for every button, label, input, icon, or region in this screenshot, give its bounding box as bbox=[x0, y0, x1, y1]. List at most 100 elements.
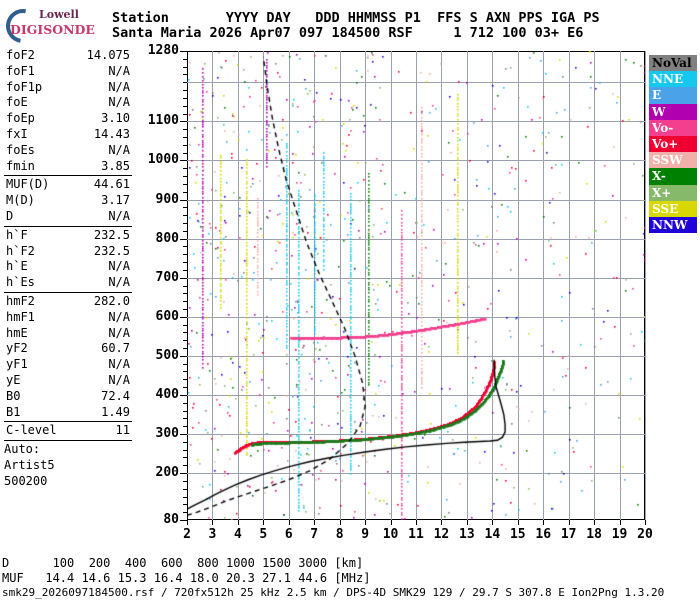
row-distance: D 100 200 400 600 800 1000 1500 3000 [km… bbox=[2, 556, 364, 570]
param-value: 44.61 bbox=[93, 177, 130, 192]
param-name: h`F bbox=[6, 227, 28, 242]
y-tick-label: 80 bbox=[163, 512, 179, 527]
param-value: N/A bbox=[108, 208, 130, 223]
param-row: yF1 N/A bbox=[2, 357, 134, 373]
param-value: 11 bbox=[115, 423, 130, 438]
x-tick bbox=[365, 520, 366, 525]
y-tick-minor bbox=[183, 262, 187, 264]
x-tick bbox=[569, 520, 570, 525]
param-row: hmF1 N/A bbox=[2, 310, 134, 326]
legend-item-vo-[interactable]: Vo- bbox=[649, 119, 697, 136]
y-tick-major bbox=[180, 277, 187, 279]
y-tick-label: 500 bbox=[155, 347, 179, 363]
y-tick-minor bbox=[183, 379, 187, 381]
x-tick-label: 17 bbox=[560, 527, 577, 542]
legend-item-w[interactable]: W bbox=[649, 103, 697, 120]
x-tick-label: 5 bbox=[259, 527, 268, 542]
x-tick-label: 15 bbox=[509, 527, 526, 542]
legend-item-sse[interactable]: SSE bbox=[649, 200, 697, 217]
legend-item-noval[interactable]: NoVal bbox=[649, 55, 697, 72]
param-value: N/A bbox=[108, 259, 130, 274]
y-tick-label: 600 bbox=[155, 308, 179, 324]
param-row: C-level 11 bbox=[2, 423, 134, 439]
y-tick-minor bbox=[183, 488, 187, 490]
param-name: foF1p bbox=[6, 79, 43, 94]
param-row: yE N/A bbox=[2, 373, 134, 389]
y-tick-minor bbox=[183, 230, 187, 232]
x-tick bbox=[416, 520, 417, 525]
ionogram-plot[interactable] bbox=[187, 51, 646, 520]
divider-3 bbox=[4, 291, 132, 293]
y-tick-minor bbox=[183, 82, 187, 84]
param-row: hmE N/A bbox=[2, 326, 134, 342]
param-value: N/A bbox=[108, 325, 130, 340]
param-row: h`Es N/A bbox=[2, 275, 134, 291]
param-name: foF1 bbox=[6, 63, 35, 78]
y-tick-minor bbox=[183, 371, 187, 373]
y-tick-major bbox=[180, 394, 187, 396]
y-tick-label: 700 bbox=[155, 269, 179, 285]
x-tick-label: 16 bbox=[535, 527, 552, 542]
y-tick-minor bbox=[183, 269, 187, 271]
y-tick-major bbox=[180, 160, 187, 162]
param-row: foEs N/A bbox=[2, 143, 134, 159]
param-value: N/A bbox=[108, 95, 130, 110]
x-tick bbox=[441, 520, 442, 525]
x-tick-label: 14 bbox=[484, 527, 501, 542]
legend-item-nnw[interactable]: NNW bbox=[649, 216, 697, 234]
param-name: fxI bbox=[6, 126, 28, 141]
param-name: fmin bbox=[6, 158, 35, 173]
x-tick bbox=[543, 520, 544, 525]
param-name: B0 bbox=[6, 388, 21, 403]
y-tick-minor bbox=[183, 480, 187, 482]
legend-item-x-[interactable]: X+ bbox=[649, 184, 697, 201]
legend-item-x-[interactable]: X- bbox=[649, 168, 697, 185]
param-value: N/A bbox=[108, 79, 130, 94]
header-labels: Station YYYY DAY DDD HHMMSS P1 FFS S AXN… bbox=[112, 10, 600, 26]
y-tick-minor bbox=[183, 457, 187, 459]
param-value: 232.5 bbox=[93, 227, 130, 242]
x-tick bbox=[518, 520, 519, 525]
y-tick-label: 200 bbox=[155, 465, 179, 481]
x-tick bbox=[238, 520, 239, 525]
param-row: h`F 232.5 bbox=[2, 228, 134, 244]
y-tick-minor bbox=[183, 222, 187, 224]
x-tick-label: 8 bbox=[335, 527, 344, 542]
x-tick bbox=[340, 520, 341, 525]
x-tick-label: 6 bbox=[284, 527, 293, 542]
y-tick-minor bbox=[183, 512, 187, 514]
y-tick-major bbox=[180, 520, 187, 521]
row-muf: MUF 14.4 14.6 15.3 16.4 18.0 20.3 27.1 4… bbox=[2, 570, 371, 585]
param-row: h`F2 232.5 bbox=[2, 244, 134, 260]
polarization-legend[interactable]: NoVal NNE E W Vo- Vo+ SSW X- X+ SSE NNW bbox=[649, 55, 697, 234]
y-tick-major bbox=[180, 199, 187, 201]
auto-line: Auto: bbox=[4, 442, 41, 457]
x-tick bbox=[620, 520, 621, 525]
y-tick-minor bbox=[183, 449, 187, 451]
legend-item-nne[interactable]: NNE bbox=[649, 71, 697, 88]
y-tick-minor bbox=[183, 66, 187, 68]
divider-4 bbox=[4, 421, 132, 423]
y-tick-major bbox=[180, 355, 187, 357]
x-tick bbox=[212, 520, 213, 525]
param-value: 3.10 bbox=[101, 111, 130, 126]
y-tick-minor bbox=[183, 332, 187, 334]
legend-item-vo-[interactable]: Vo+ bbox=[649, 135, 697, 153]
x-tick-label: 13 bbox=[459, 527, 475, 542]
parameter-panel: foF2 14.075 foF1 N/A foF1p N/A foE N/A foEp 3.10 f… bbox=[2, 48, 134, 490]
param-name: D bbox=[6, 208, 14, 223]
gridline-vertical bbox=[645, 51, 646, 520]
param-name: h`E bbox=[6, 259, 28, 274]
header-values: Santa Maria 2026 Apr07 097 184500 RSF 1 … bbox=[112, 25, 584, 41]
param-name: hmF2 bbox=[6, 293, 35, 308]
x-tick-label: 20 bbox=[637, 527, 653, 542]
param-row: B0 72.4 bbox=[2, 389, 134, 405]
legend-item-ssw[interactable]: SSW bbox=[649, 152, 697, 169]
parameter-group-muf: MUF(D) 44.61 M(D) 3.17 D N/A bbox=[2, 177, 134, 224]
legend-item-e[interactable]: E bbox=[649, 87, 697, 104]
param-row: yF2 60.7 bbox=[2, 341, 134, 357]
x-tick-label: 19 bbox=[611, 527, 628, 542]
param-value: N/A bbox=[108, 309, 130, 324]
y-tick-minor bbox=[183, 410, 187, 412]
